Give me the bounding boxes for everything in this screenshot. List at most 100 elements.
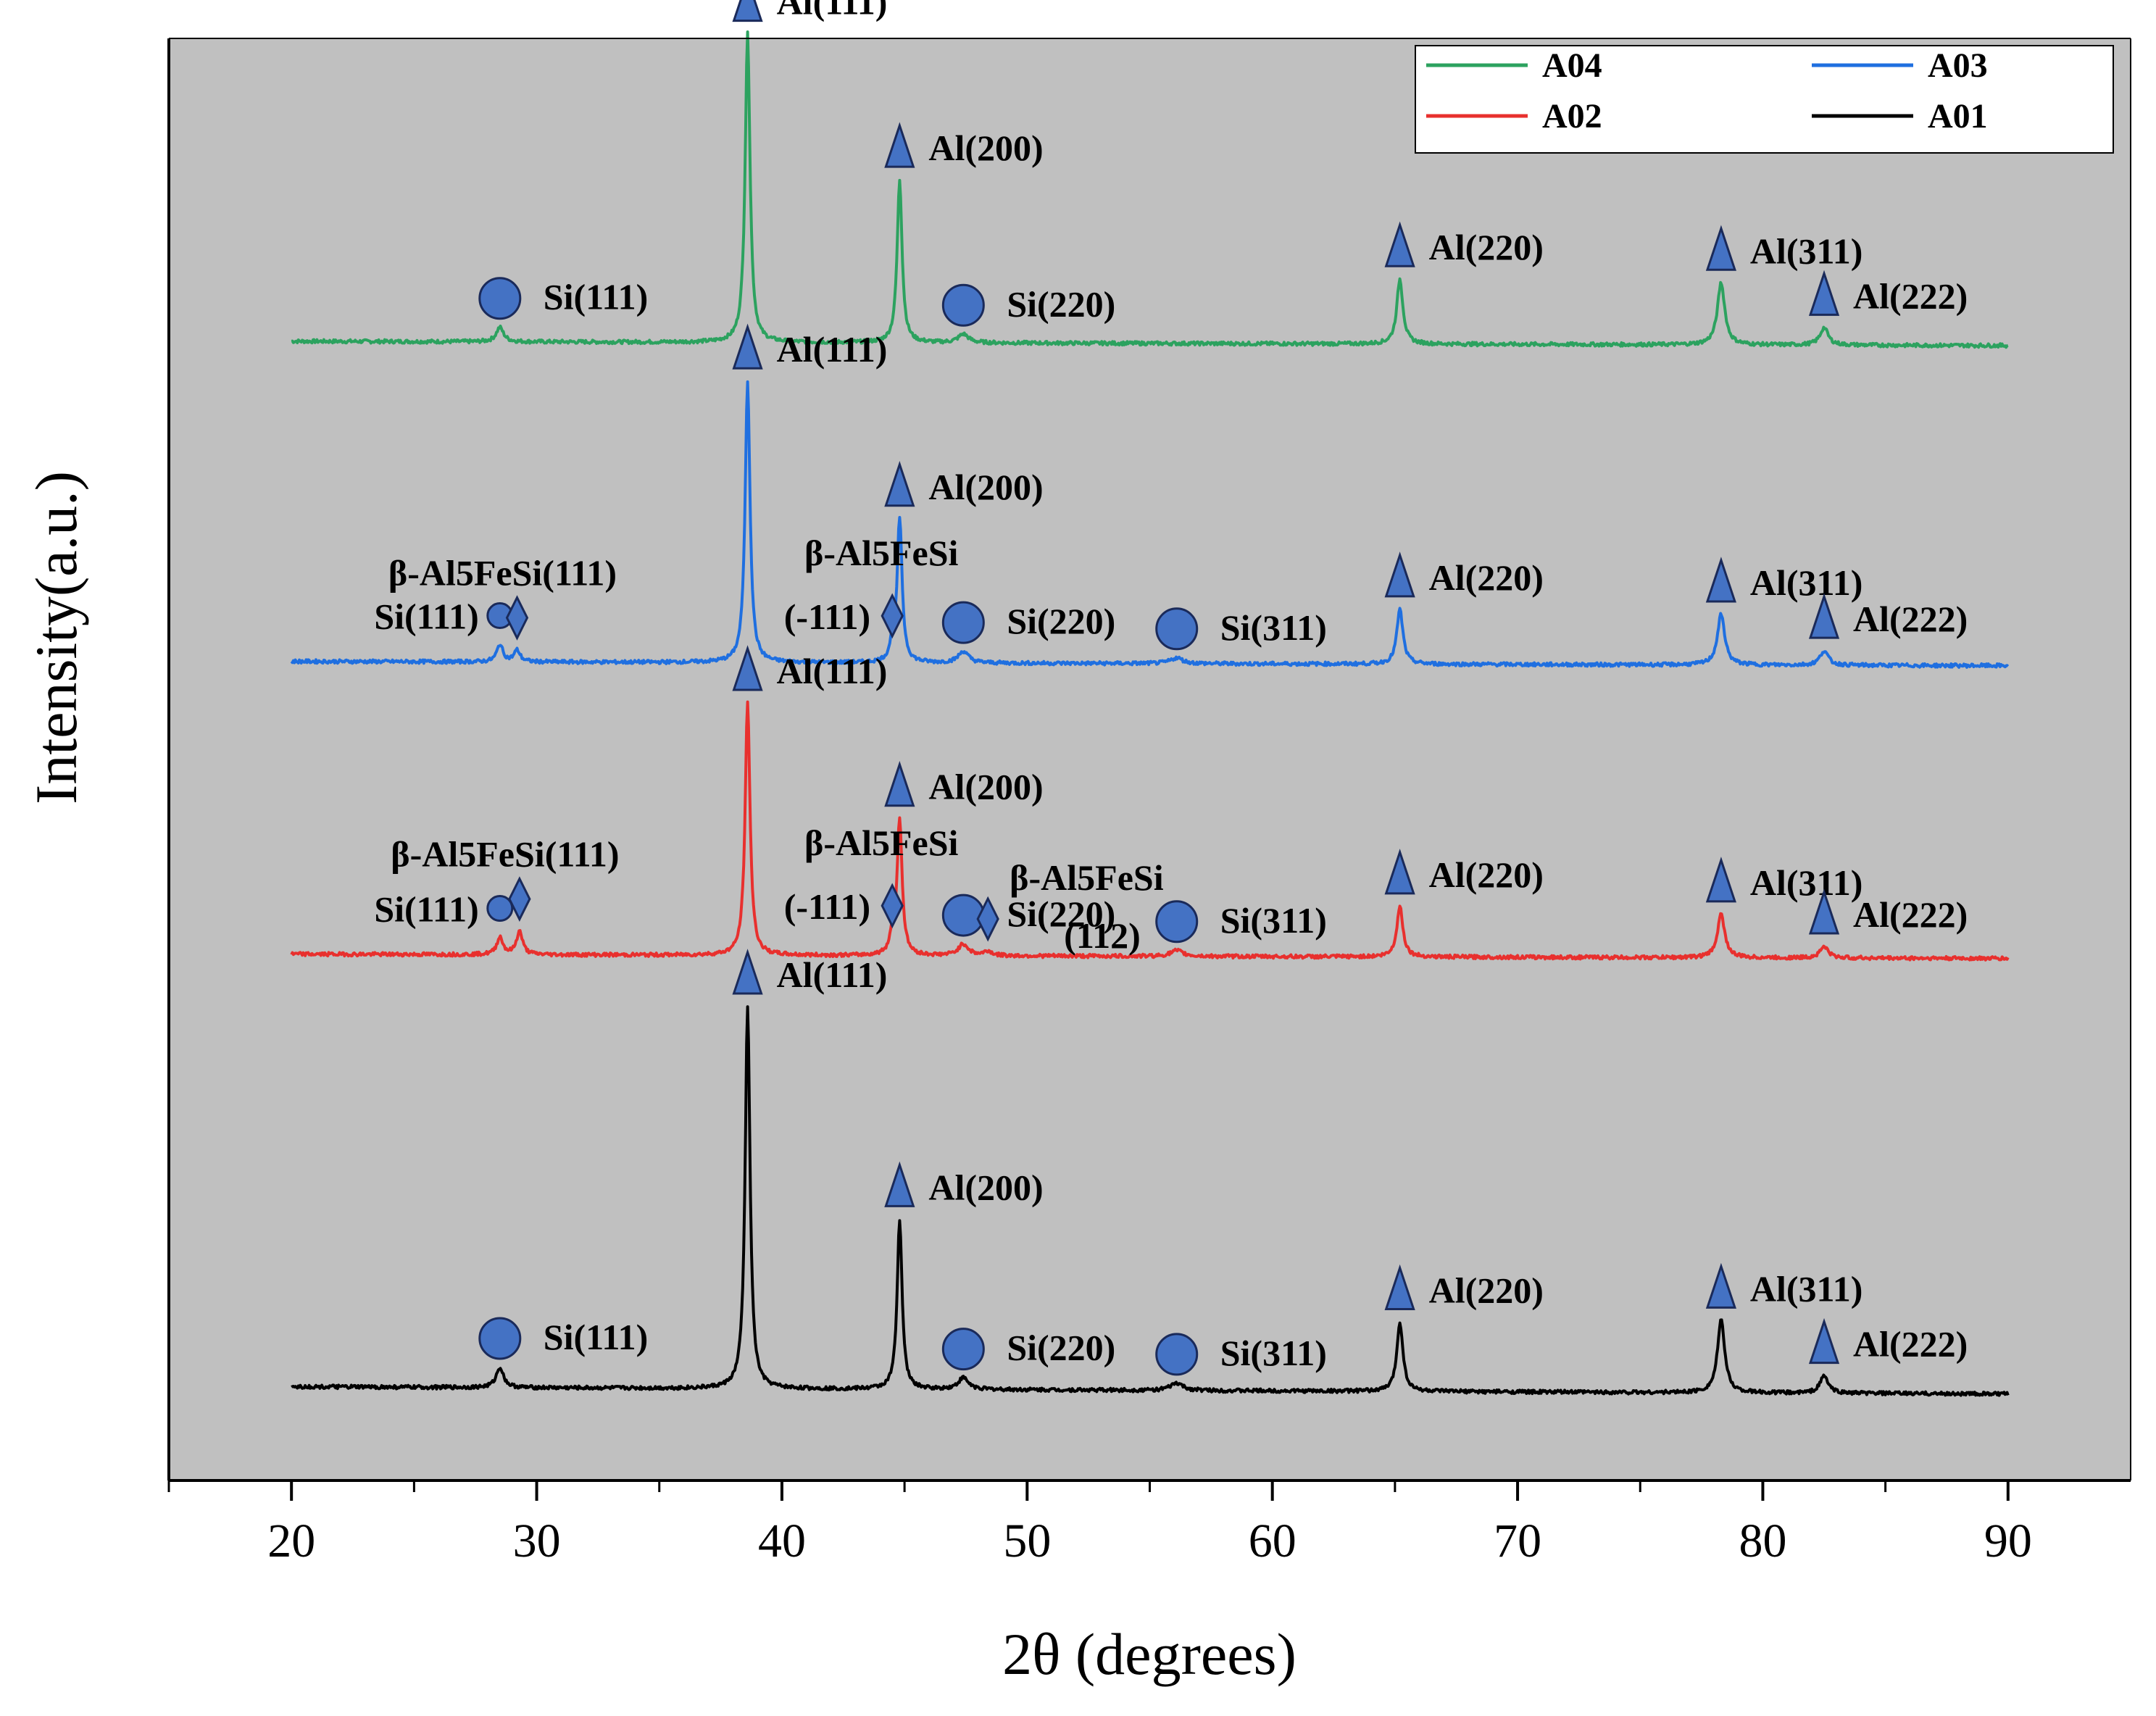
peak-label: Al(200) xyxy=(928,467,1043,507)
peak-annotation-a02-1: Al(200) xyxy=(884,760,1044,807)
peak-label: Al(311) xyxy=(1750,230,1863,271)
peak-annotation-a02-10: Al(222) xyxy=(1808,888,1968,935)
legend-box xyxy=(1415,45,2114,154)
peak-label: Al(111) xyxy=(777,0,888,22)
peak-annotation-a04-4: Al(220) xyxy=(1384,221,1544,267)
al-peak-marker xyxy=(1808,593,1840,639)
peak-label: Si(220) xyxy=(1007,894,1115,934)
al-peak-marker xyxy=(884,760,915,807)
series-line-a02 xyxy=(290,700,2010,962)
legend-item-a04: A04 xyxy=(1426,46,1602,85)
al-peak-marker xyxy=(732,323,763,370)
peak-annotation-a04-0: Al(111) xyxy=(732,0,888,22)
peak-annotation-a03-0: Al(111) xyxy=(732,323,888,370)
si-peak-marker xyxy=(1155,607,1199,651)
al-peak-marker xyxy=(1705,557,1736,603)
si-peak-marker xyxy=(478,277,522,320)
peak-annotation-a04-5: Al(311) xyxy=(1705,225,1863,271)
peak-label: Si(311) xyxy=(1220,607,1327,648)
peak-annotation-a03-6: Si(311) xyxy=(1155,607,1327,651)
peak-label: β-Al5FeSi xyxy=(1010,857,1164,898)
peak-label-line2: (-111) xyxy=(784,596,870,637)
peak-annotation-a02-4: β-Al5FeSi (-111) xyxy=(784,822,959,929)
x-tick-label-90: 90 xyxy=(1984,1515,2032,1567)
peak-annotation-a03-9: Al(222) xyxy=(1808,593,1968,639)
peak-label: Al(220) xyxy=(1429,227,1544,267)
peak-label: Al(200) xyxy=(928,128,1043,168)
legend: A04 A03 A02 A01 xyxy=(1415,45,2114,154)
al-peak-marker xyxy=(732,949,763,995)
peak-label: β-Al5FeSi(111) xyxy=(388,553,617,593)
peak-label: Al(222) xyxy=(1853,275,1968,316)
x-tick-label-30: 30 xyxy=(513,1515,561,1567)
peak-label: Al(222) xyxy=(1853,894,1968,935)
peak-annotation-a02-0: Al(111) xyxy=(732,645,888,691)
peak-label: Si(220) xyxy=(1007,601,1115,641)
si-peak-marker xyxy=(941,894,985,937)
peak-annotation-a02-8: Al(220) xyxy=(1384,849,1544,895)
legend-label: A02 xyxy=(1542,97,1602,136)
al-peak-marker xyxy=(1808,270,1840,316)
peak-label: Al(111) xyxy=(777,651,888,691)
legend-label: A04 xyxy=(1542,46,1602,85)
peak-annotation-a01-3: Si(220) xyxy=(941,1328,1115,1371)
peak-label: Al(111) xyxy=(777,329,888,370)
beta-al5fesi-marker xyxy=(976,896,999,942)
peak-label: β-Al5FeSi xyxy=(804,533,959,573)
al-peak-marker xyxy=(1384,849,1415,895)
al-peak-marker xyxy=(1384,1264,1415,1311)
peak-label: Si(311) xyxy=(1220,900,1327,941)
peak-annotation-a02-2: Si(111) xyxy=(374,888,514,929)
al-peak-marker xyxy=(1384,221,1415,267)
series-line-a03 xyxy=(290,380,2010,669)
data-layer xyxy=(290,30,2010,1397)
si-peak-marker xyxy=(1155,1333,1199,1376)
peak-annotation-a02-5: Si(220) xyxy=(941,894,1115,937)
peak-label: Al(220) xyxy=(1429,854,1544,895)
peak-label: Si(111) xyxy=(374,596,478,637)
x-tick-label-70: 70 xyxy=(1494,1515,1541,1567)
peak-annotation-a03-7: Al(220) xyxy=(1384,551,1544,598)
peak-annotation-a01-2: Si(111) xyxy=(478,1317,648,1360)
series-line-a04 xyxy=(291,30,2009,349)
al-peak-marker xyxy=(884,461,915,507)
al-peak-marker xyxy=(1384,551,1415,598)
x-tick-label-80: 80 xyxy=(1739,1515,1786,1567)
si-peak-marker xyxy=(941,283,985,327)
si-peak-marker xyxy=(1155,900,1199,944)
peak-label: Al(222) xyxy=(1853,599,1968,639)
peak-annotation-a02-6: β-Al5FeSi (112) xyxy=(976,857,1164,956)
peak-label: Si(311) xyxy=(1220,1333,1327,1373)
peak-label: Al(311) xyxy=(1750,862,1863,903)
peak-annotation-a01-5: Al(220) xyxy=(1384,1264,1544,1311)
legend-item-a01: A01 xyxy=(1812,97,1988,136)
peak-annotation-a02-7: Si(311) xyxy=(1155,900,1327,944)
peak-annotation-a03-3: β-Al5FeSi(111) xyxy=(388,553,617,641)
peak-label: Al(220) xyxy=(1429,1270,1544,1311)
peak-label: Al(222) xyxy=(1853,1324,1968,1365)
peak-label: β-Al5FeSi(111) xyxy=(391,834,619,875)
series-line-a01 xyxy=(291,1005,2010,1397)
x-tick-label-20: 20 xyxy=(267,1515,315,1567)
peak-label: Al(311) xyxy=(1750,1268,1863,1309)
peak-label-line2: (112) xyxy=(1064,915,1141,956)
peak-annotation-a04-2: Si(111) xyxy=(478,277,648,320)
legend-item-a02: A02 xyxy=(1426,97,1602,136)
peak-label: Al(311) xyxy=(1750,562,1863,603)
al-peak-marker xyxy=(732,0,763,22)
al-peak-marker xyxy=(884,122,915,168)
al-peak-marker xyxy=(1705,225,1736,271)
peak-annotation-a01-4: Si(311) xyxy=(1155,1333,1327,1376)
al-peak-marker xyxy=(732,645,763,691)
peak-annotation-a03-1: Al(200) xyxy=(884,461,1044,507)
beta-al5fesi-marker xyxy=(505,595,529,641)
peak-label: Al(111) xyxy=(777,954,888,995)
peak-annotation-a02-9: Al(311) xyxy=(1705,857,1863,903)
legend-label: A03 xyxy=(1928,46,1988,85)
peak-annotation-a03-4: β-Al5FeSi (-111) xyxy=(784,533,959,639)
beta-al5fesi-marker xyxy=(881,593,904,639)
peak-label: Si(220) xyxy=(1007,283,1115,324)
peak-annotation-a02-3: β-Al5FeSi(111) xyxy=(391,834,619,922)
peak-label-line2: (-111) xyxy=(784,886,870,927)
